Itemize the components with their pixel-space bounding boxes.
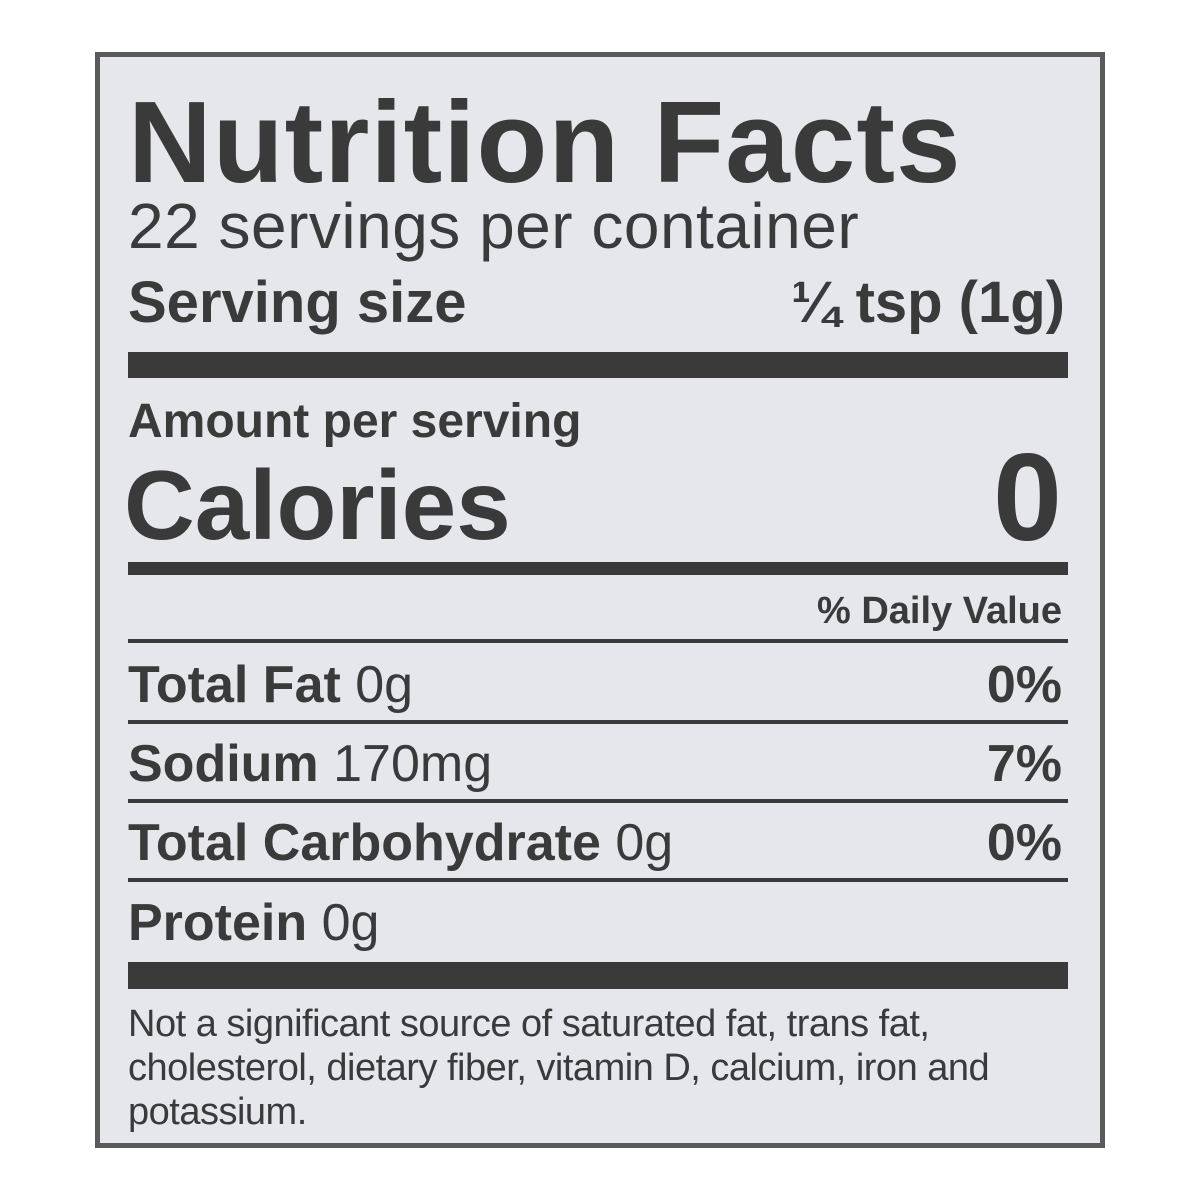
thick-divider [128, 352, 1068, 378]
nutrition-facts-label: Nutrition Facts 22 servings per containe… [95, 52, 1105, 1148]
nutrient-row: Total Fat 0g 0% [128, 655, 1068, 715]
nutrient-amount: 0g [321, 894, 380, 952]
nutrient-row: Sodium 170mg 7% [128, 734, 1068, 794]
nutrient-dv: 0% [986, 656, 1062, 714]
nutrient-name: Total Carbohydrate [128, 814, 601, 872]
nutrient-row: Protein 0g [128, 893, 1068, 953]
nutrient-amount: 0g [355, 656, 414, 714]
nutrient-name: Total Fat [128, 656, 341, 714]
nutrient-row: Total Carbohydrate 0g 0% [128, 813, 1068, 873]
nutrient-name: Sodium [128, 735, 319, 793]
divider [128, 639, 1068, 643]
thick-divider [128, 962, 1068, 989]
serving-size-label: Serving size [128, 270, 467, 335]
nutrient-name: Protein [128, 894, 308, 952]
daily-value-header: % Daily Value [816, 590, 1062, 632]
amount-per-serving: Amount per serving [128, 395, 582, 448]
label-title: Nutrition Facts [128, 77, 962, 207]
nutrient-dv: 7% [986, 735, 1062, 793]
nutrient-amount: 0g [615, 814, 674, 872]
divider [128, 799, 1068, 803]
calories-value: 0 [993, 429, 1062, 567]
servings-per-container: 22 servings per container [128, 190, 860, 262]
divider [128, 878, 1068, 882]
footnote: Not a significant source of saturated fa… [128, 1003, 990, 1133]
divider [128, 720, 1068, 724]
calories-label: Calories [124, 450, 511, 560]
serving-size-value: ¼ tsp (1g) [791, 270, 1065, 335]
medium-divider [128, 562, 1068, 575]
nutrient-dv: 0% [986, 814, 1062, 872]
nutrient-amount: 170mg [333, 735, 493, 793]
